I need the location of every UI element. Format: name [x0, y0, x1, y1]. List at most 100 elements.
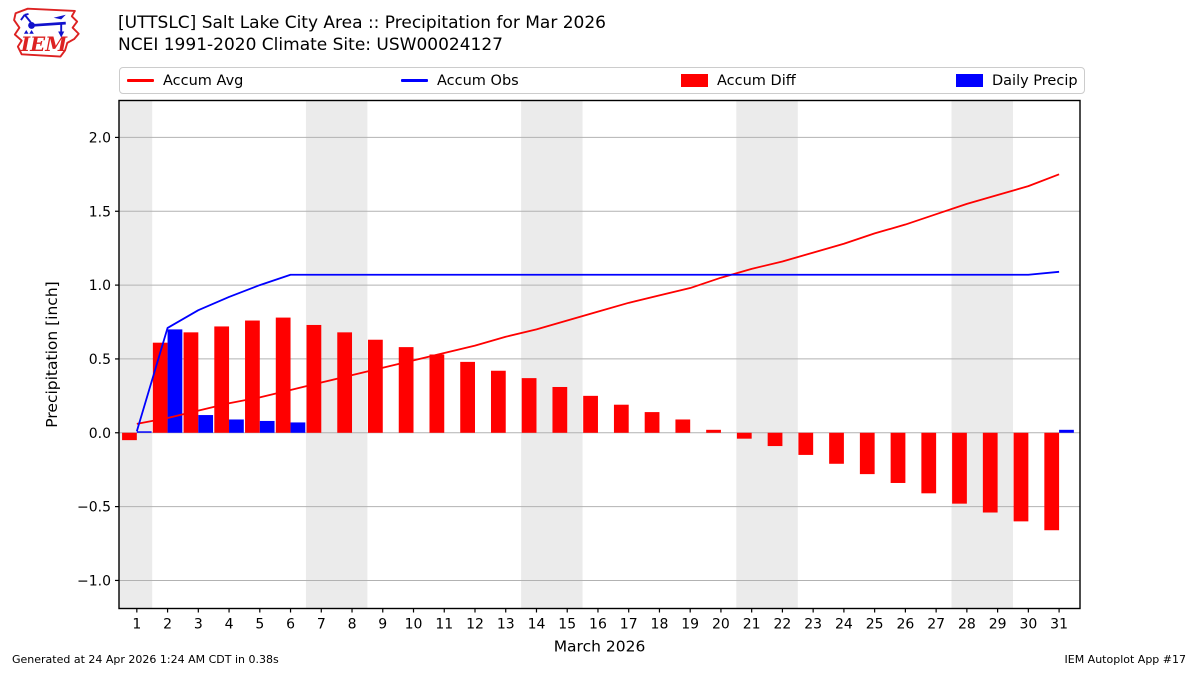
x-tick-label: 7 — [317, 617, 326, 633]
x-tick-label: 8 — [348, 617, 357, 633]
y-tick-label: 1.0 — [89, 278, 111, 294]
accum-diff-bar — [583, 395, 598, 433]
x-axis-label: March 2026 — [554, 638, 646, 656]
daily-precip-bar — [229, 419, 244, 433]
x-tick-label: 31 — [1050, 617, 1068, 633]
x-tick-label: 6 — [286, 617, 295, 633]
daily-precip-bar — [1059, 429, 1074, 433]
x-tick-label: 25 — [866, 617, 884, 633]
daily-precip-bar — [198, 415, 214, 433]
y-tick-label: 0.5 — [89, 352, 111, 368]
accum-diff-bar — [460, 361, 475, 433]
accum-diff-bar — [521, 378, 537, 433]
accum-diff-bar — [921, 432, 937, 494]
chart-title-block: [UTTSLC] Salt Lake City Area :: Precipit… — [118, 13, 606, 56]
daily-precip-bar — [259, 420, 275, 433]
x-tick-label: 26 — [896, 617, 914, 633]
daily-precip-bar — [167, 329, 183, 433]
accum-diff-bar — [767, 432, 783, 447]
iem-logo: IEM — [13, 7, 80, 58]
x-tick-label: 22 — [774, 617, 792, 633]
accum-diff-bar — [890, 432, 906, 483]
accum-diff-bar — [429, 354, 445, 433]
app-credit: IEM Autoplot App #17 — [1064, 653, 1187, 666]
accum-obs-line — [135, 270, 1060, 432]
x-tick-label: 20 — [712, 617, 730, 633]
x-tick-label: 14 — [528, 617, 546, 633]
x-tick-label: 24 — [835, 617, 853, 633]
x-tick-label: 11 — [435, 617, 453, 633]
x-tick-label: 29 — [989, 617, 1007, 633]
legend-label: Accum Avg — [163, 72, 244, 89]
x-tick-label: 9 — [378, 617, 387, 633]
chart-subtitle: NCEI 1991-2020 Climate Site: USW00024127 — [118, 34, 503, 55]
accum-diff-bar — [368, 339, 383, 433]
y-tick-label: 1.5 — [89, 204, 111, 220]
x-tick-label: 16 — [589, 617, 607, 633]
daily-precip-bar — [136, 431, 152, 433]
x-tick-label: 30 — [1019, 617, 1037, 633]
x-tick-label: 19 — [681, 617, 699, 633]
plot-border — [118, 99, 1081, 610]
accum-diff-bar — [982, 432, 998, 513]
y-tick-label: −0.5 — [77, 500, 111, 516]
legend-item-accum-diff: Accum Diff — [681, 68, 796, 93]
x-tick-label: 12 — [466, 617, 484, 633]
weekend-band — [119, 100, 153, 609]
y-axis-label: Precipitation [inch] — [43, 281, 61, 427]
accum-diff-bar — [122, 432, 137, 441]
accum-avg-line — [136, 173, 1060, 425]
accum-diff-bar — [245, 320, 260, 433]
x-tick-label: 17 — [620, 617, 638, 633]
accum-diff-bar — [859, 432, 875, 475]
accum-diff-bar — [675, 419, 691, 433]
accum-diff-bar — [1044, 432, 1060, 531]
accum-avg-line-swatch — [127, 79, 154, 82]
x-tick-label: 23 — [804, 617, 822, 633]
logo-iem-text: IEM — [20, 32, 68, 56]
accum-diff-bar — [1013, 432, 1029, 522]
y-tick-label: 0.0 — [89, 426, 111, 442]
accum-diff-bar — [736, 432, 752, 439]
chart-legend: Accum Avg Accum Obs Accum Diff Daily Pre… — [119, 67, 1085, 94]
accum-diff-bar — [952, 432, 967, 504]
legend-label: Accum Diff — [717, 72, 796, 89]
x-tick-label: 15 — [558, 617, 576, 633]
accum-diff-bar — [214, 326, 230, 433]
accum-diff-patch-swatch — [681, 74, 708, 87]
accum-diff-bar — [398, 347, 414, 433]
daily-precip-patch-swatch — [956, 74, 983, 87]
accum-diff-bar — [829, 432, 844, 464]
x-tick-label: 10 — [405, 617, 423, 633]
x-tick-label: 13 — [497, 617, 515, 633]
accum-diff-bar — [337, 332, 353, 433]
accum-diff-bar — [552, 386, 568, 433]
x-tick-label: 28 — [958, 617, 976, 633]
weekend-band — [951, 100, 1013, 609]
accum-diff-bar — [306, 324, 322, 433]
accum-diff-bar — [490, 370, 506, 433]
legend-item-accum-obs: Accum Obs — [401, 68, 519, 93]
x-tick-label: 3 — [194, 617, 203, 633]
accum-diff-bar — [613, 404, 629, 433]
y-tick-label: −1.0 — [77, 573, 111, 589]
x-tick-label: 27 — [927, 617, 945, 633]
x-tick-label: 1 — [132, 617, 141, 633]
x-tick-label: 18 — [651, 617, 669, 633]
accum-diff-bar — [644, 412, 660, 433]
accum-diff-bar — [706, 429, 721, 433]
legend-label: Accum Obs — [437, 72, 519, 89]
accum-obs-line-swatch — [401, 79, 428, 82]
accum-diff-bar — [275, 317, 291, 433]
weather-vane-icon — [20, 13, 66, 38]
weekend-band — [736, 100, 798, 609]
daily-precip-bar — [290, 422, 306, 433]
accum-diff-bar — [183, 332, 199, 433]
y-tick-label: 2.0 — [89, 130, 111, 146]
chart-title: [UTTSLC] Salt Lake City Area :: Precipit… — [118, 13, 606, 33]
x-tick-label: 5 — [255, 617, 264, 633]
weekend-band — [521, 100, 583, 609]
legend-item-daily-precip: Daily Precip — [956, 68, 1078, 93]
